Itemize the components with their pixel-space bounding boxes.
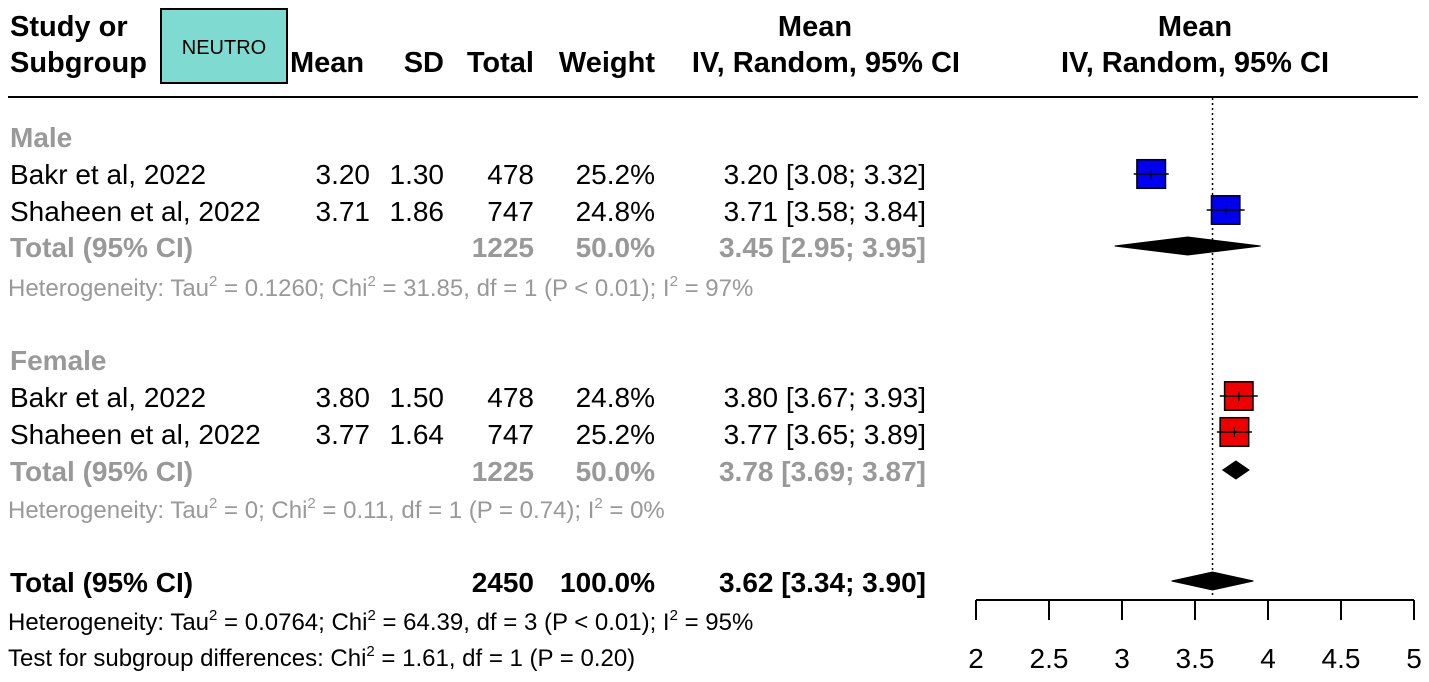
subtotal-label: Total (95% CI)	[10, 456, 194, 487]
header-plot-line1: Mean	[1157, 11, 1233, 43]
study-mean: 3.20	[315, 159, 371, 190]
study-weight: 25.2%	[575, 159, 655, 190]
x-tick-label: 3	[1114, 643, 1130, 674]
subtotal-total: 1225	[471, 232, 534, 263]
pooled-diamond	[1114, 236, 1261, 256]
study-total: 478	[487, 159, 534, 190]
subtotal-weight: 50.0%	[575, 456, 655, 487]
header-plot-line2: IV, Random, 95% CI	[1060, 47, 1330, 79]
subtotal-ci: 3.45 [2.95; 3.95]	[718, 232, 926, 263]
header-divider	[8, 96, 1418, 98]
study-sd: 1.86	[389, 196, 445, 227]
study-mean: 3.80	[315, 382, 371, 413]
header-sd: SD	[403, 47, 444, 79]
subtotal-weight: 50.0%	[575, 232, 655, 263]
study-mean: 3.77	[315, 419, 371, 450]
study-name: Shaheen et al, 2022	[10, 196, 261, 227]
study-ci: 3.80 [3.67; 3.93]	[723, 382, 926, 413]
x-tick-label: 3.5	[1176, 643, 1215, 674]
study-total: 478	[487, 382, 534, 413]
pooled-diamond	[1221, 460, 1250, 480]
study-weight: 24.8%	[575, 382, 655, 413]
subtotal-label: Total (95% CI)	[10, 232, 194, 263]
subgroup-difference-test: Test for subgroup differences: Chi2 = 1.…	[8, 643, 636, 672]
heterogeneity-male: Heterogeneity: Tau2 = 0.1260; Chi2 = 31.…	[8, 273, 754, 302]
study-weight: 25.2%	[575, 419, 655, 450]
x-tick-label: 2	[968, 643, 984, 674]
overall-label: Total (95% CI)	[10, 567, 194, 598]
study-mean: 3.71	[315, 196, 371, 227]
overall-weight: 100.0%	[560, 567, 655, 598]
header-ci-line2: IV, Random, 95% CI	[691, 47, 960, 79]
study-sd: 1.64	[389, 419, 445, 450]
header-study-line2: Subgroup	[10, 47, 147, 79]
group-label-male: Male	[10, 122, 73, 153]
header-total: Total	[466, 47, 534, 79]
subtotal-total: 1225	[471, 456, 534, 487]
header-study-line1: Study or	[10, 11, 128, 43]
study-name: Bakr et al, 2022	[10, 382, 207, 413]
group-label-female: Female	[10, 345, 107, 376]
study-ci: 3.20 [3.08; 3.32]	[723, 159, 926, 190]
x-tick-label: 4.5	[1322, 643, 1361, 674]
header-ci-line1: Mean	[777, 11, 853, 43]
study-ci: 3.77 [3.65; 3.89]	[723, 419, 926, 450]
overall-ci: 3.62 [3.34; 3.90]	[718, 567, 926, 598]
heterogeneity-female: Heterogeneity: Tau2 = 0; Chi2 = 0.11, df…	[8, 495, 665, 524]
header-mean: Mean	[290, 47, 365, 79]
overall-total: 2450	[471, 567, 534, 598]
study-name: Bakr et al, 2022	[10, 159, 207, 190]
pooled-diamond	[1171, 571, 1254, 591]
study-sd: 1.30	[389, 159, 445, 190]
heterogeneity-overall: Heterogeneity: Tau2 = 0.0764; Chi2 = 64.…	[8, 607, 754, 636]
study-sd: 1.50	[389, 382, 445, 413]
study-ci: 3.71 [3.58; 3.84]	[723, 196, 926, 227]
x-tick-label: 4	[1260, 643, 1276, 674]
study-name: Shaheen et al, 2022	[10, 419, 261, 450]
study-weight: 24.8%	[575, 196, 655, 227]
subtotal-ci: 3.78 [3.69; 3.87]	[718, 456, 926, 487]
study-total: 747	[487, 419, 534, 450]
neutro-badge: NEUTRO	[160, 8, 288, 84]
study-total: 747	[487, 196, 534, 227]
x-tick-label: 5	[1406, 643, 1422, 674]
header-weight: Weight	[558, 47, 655, 79]
x-tick-label: 2.5	[1030, 643, 1069, 674]
